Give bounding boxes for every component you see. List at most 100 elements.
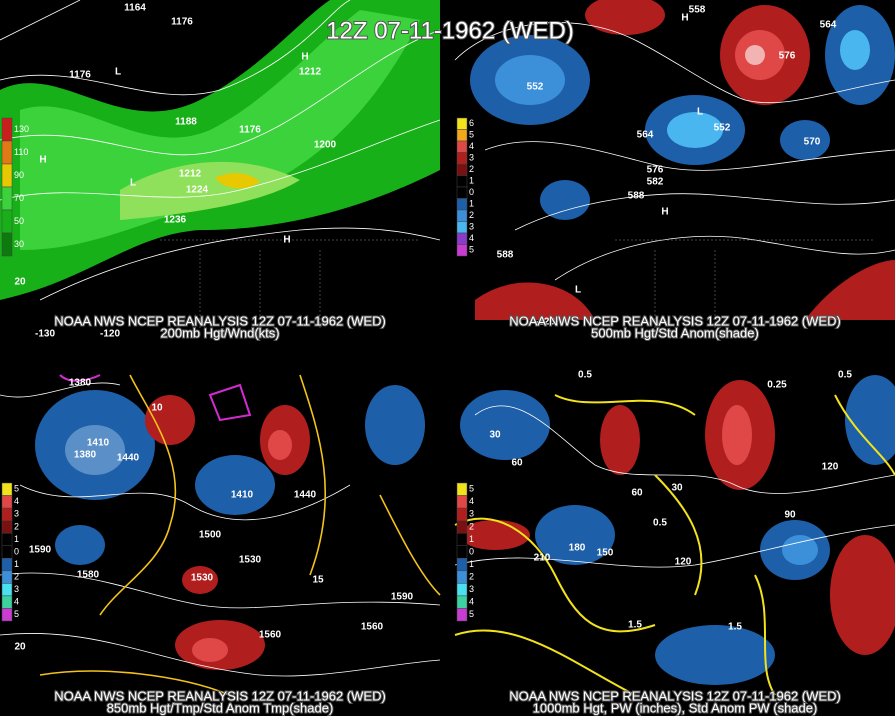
legend-swatch <box>1 209 13 234</box>
contour-label: 1560 <box>259 630 282 641</box>
shade <box>655 625 775 685</box>
contour-label: 20 <box>14 642 26 653</box>
contour-label: 552 <box>527 82 544 93</box>
legend-label: 4 <box>469 141 474 151</box>
contour-label: L <box>130 178 136 189</box>
legend-swatch <box>456 545 468 559</box>
legend-label: 0 <box>469 546 474 556</box>
pw-contour <box>454 394 895 696</box>
shade <box>722 405 752 465</box>
legend-label: 4 <box>14 496 19 506</box>
legend-label: 5 <box>14 609 19 619</box>
contour-label: 15 <box>312 575 324 586</box>
legend-label: 1 <box>469 534 474 544</box>
shade <box>667 112 723 148</box>
legend-swatch <box>456 583 468 597</box>
legend-swatch <box>456 495 468 509</box>
shade <box>65 425 125 475</box>
legend-swatch <box>456 209 468 222</box>
legend-swatch <box>1 232 13 257</box>
shade <box>600 405 640 475</box>
contour-label: H <box>681 13 688 24</box>
panel-850mb <box>0 374 441 696</box>
contour-label: L <box>115 67 121 78</box>
panel-caption: 1000mb Hgt, PW (inches), Std Anom PW (sh… <box>533 700 818 715</box>
contour-label: 1.5 <box>728 622 742 633</box>
contour-label: 60 <box>631 488 643 499</box>
legend-swatch <box>456 558 468 572</box>
contour-label: H <box>661 207 668 218</box>
legend-label: 0 <box>14 546 19 556</box>
legend-label: 3 <box>469 584 474 594</box>
contour-label: 60 <box>511 458 523 469</box>
state-lines <box>615 239 875 330</box>
contour-label: 180 <box>569 543 586 554</box>
legend-swatch <box>456 140 468 153</box>
legend-swatch <box>1 570 13 584</box>
legend-label: 1 <box>469 199 474 209</box>
contour-label: 1200 <box>314 140 337 151</box>
contour-label: 1380 <box>74 450 97 461</box>
contour-label: 552 <box>714 123 731 134</box>
contour-label: L <box>697 107 703 118</box>
contour-label: 1380 <box>69 378 92 389</box>
legend-swatch <box>456 532 468 546</box>
legend-swatch <box>456 175 468 188</box>
legend-label: 0 <box>469 187 474 197</box>
legend-swatch <box>456 198 468 211</box>
contour-label: 588 <box>628 191 645 202</box>
legend-swatch <box>1 163 13 188</box>
contour-label: 210 <box>534 553 551 564</box>
legend-label: 4 <box>469 233 474 243</box>
legend-swatch <box>456 520 468 534</box>
contour-label: 1410 <box>231 490 254 501</box>
state-lines <box>160 239 420 330</box>
legend-label: 5 <box>469 484 474 494</box>
legend-swatch <box>456 507 468 521</box>
legend-label: 5 <box>469 245 474 255</box>
contour-label: 1440 <box>117 453 140 464</box>
panel-caption: 500mb Hgt/Std Anom(shade) <box>591 325 759 340</box>
legend-swatch <box>1 495 13 509</box>
panel-caption: 200mb Hgt/Wnd(kts) <box>160 325 279 340</box>
contour-label: 0.5 <box>838 370 852 381</box>
contour-label: 1500 <box>199 530 222 541</box>
legend-label: 3 <box>469 153 474 163</box>
legend-swatch <box>1 608 13 622</box>
shade <box>585 0 665 35</box>
panel-caption: NOAA NWS NCEP REANALYSIS 12Z 07-11-1962 … <box>54 313 386 328</box>
contour-label: 1580 <box>77 570 100 581</box>
shade <box>215 173 260 189</box>
legend-swatch <box>456 570 468 584</box>
shade <box>145 395 195 445</box>
contour-label: 150 <box>597 548 614 559</box>
legend-swatch <box>456 608 468 622</box>
legend-swatch <box>456 595 468 609</box>
panel-overlay: 130 110 90 70 50 30 1164 1176 1176 L 1188 H 1212 1176… <box>1 3 387 341</box>
contour-label: 576 <box>647 165 664 176</box>
shade <box>830 535 895 655</box>
legend-swatch <box>1 520 13 534</box>
legend-swatch <box>1 482 13 496</box>
shade <box>55 525 105 565</box>
legend-swatch <box>1 545 13 559</box>
contour-label: 30 <box>489 430 501 441</box>
legend-label: 2 <box>469 210 474 220</box>
contour-label: 576 <box>779 51 796 62</box>
contour-label: 120 <box>675 557 692 568</box>
contour <box>0 0 441 301</box>
contour <box>454 405 895 568</box>
temp-contour <box>59 374 252 422</box>
legend-label: 1 <box>14 534 19 544</box>
panel-overlay: 654321012345558564576H552L56455257057658… <box>456 5 842 341</box>
legend-label: 90 <box>14 170 24 180</box>
shade <box>780 120 830 160</box>
legend-label: 70 <box>14 193 24 203</box>
panel-caption: 850mb Hgt/Tmp/Std Anom Tmp(shade) <box>107 700 334 715</box>
shade <box>845 375 895 465</box>
contour-label: 1176 <box>239 125 261 136</box>
legend-label: 2 <box>14 521 19 531</box>
contour-label: -120 <box>535 317 555 328</box>
contour-label: 1410 <box>87 438 110 449</box>
panel-200mb <box>0 0 441 340</box>
